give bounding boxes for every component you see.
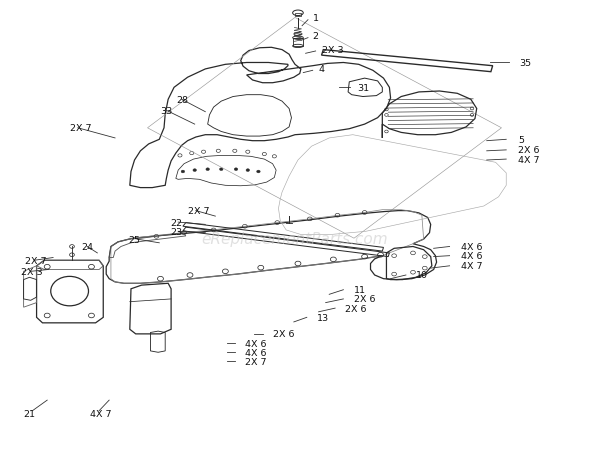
Text: 23: 23 <box>170 227 182 236</box>
Text: 25: 25 <box>129 235 140 244</box>
Text: 31: 31 <box>357 84 369 93</box>
Circle shape <box>219 168 223 171</box>
Text: 2X 6: 2X 6 <box>273 330 294 339</box>
Circle shape <box>206 168 209 171</box>
Text: 2X 6: 2X 6 <box>354 295 375 304</box>
Text: 2X 3: 2X 3 <box>322 46 343 55</box>
Text: 22: 22 <box>170 218 182 227</box>
Text: 5: 5 <box>518 135 524 145</box>
Text: eReplacementParts.com: eReplacementParts.com <box>202 231 388 246</box>
Text: 2X 7: 2X 7 <box>70 124 91 133</box>
Text: 2X 6: 2X 6 <box>518 146 539 155</box>
Bar <box>293 39 303 47</box>
Text: 4X 7: 4X 7 <box>518 155 539 164</box>
Text: 1: 1 <box>313 14 319 23</box>
Text: 2X 7: 2X 7 <box>25 256 46 265</box>
Text: 35: 35 <box>519 59 532 68</box>
Text: 2X 3: 2X 3 <box>21 267 42 276</box>
Circle shape <box>234 168 238 171</box>
Text: 24: 24 <box>81 242 93 252</box>
Text: 28: 28 <box>176 95 188 105</box>
Text: 4X 6: 4X 6 <box>461 252 483 261</box>
Text: 2X 6: 2X 6 <box>345 304 366 313</box>
Text: 4X 7: 4X 7 <box>461 262 483 271</box>
Text: 33: 33 <box>160 106 173 116</box>
Text: 4X 6: 4X 6 <box>245 348 266 357</box>
Text: 2X 7: 2X 7 <box>245 357 266 366</box>
Text: 11: 11 <box>354 285 366 295</box>
Text: 21: 21 <box>24 409 35 419</box>
Text: 10: 10 <box>416 271 428 280</box>
Text: 4X 7: 4X 7 <box>90 409 111 419</box>
Circle shape <box>181 171 185 174</box>
Text: 4X 6: 4X 6 <box>245 339 266 348</box>
Circle shape <box>193 169 196 172</box>
Bar <box>295 14 301 17</box>
Text: 4X 6: 4X 6 <box>461 242 483 252</box>
Text: 13: 13 <box>317 313 330 322</box>
Circle shape <box>246 169 250 172</box>
Text: 2X 7: 2X 7 <box>188 207 209 216</box>
Text: 2: 2 <box>313 32 319 41</box>
Circle shape <box>257 171 260 174</box>
Text: 4: 4 <box>319 65 324 74</box>
